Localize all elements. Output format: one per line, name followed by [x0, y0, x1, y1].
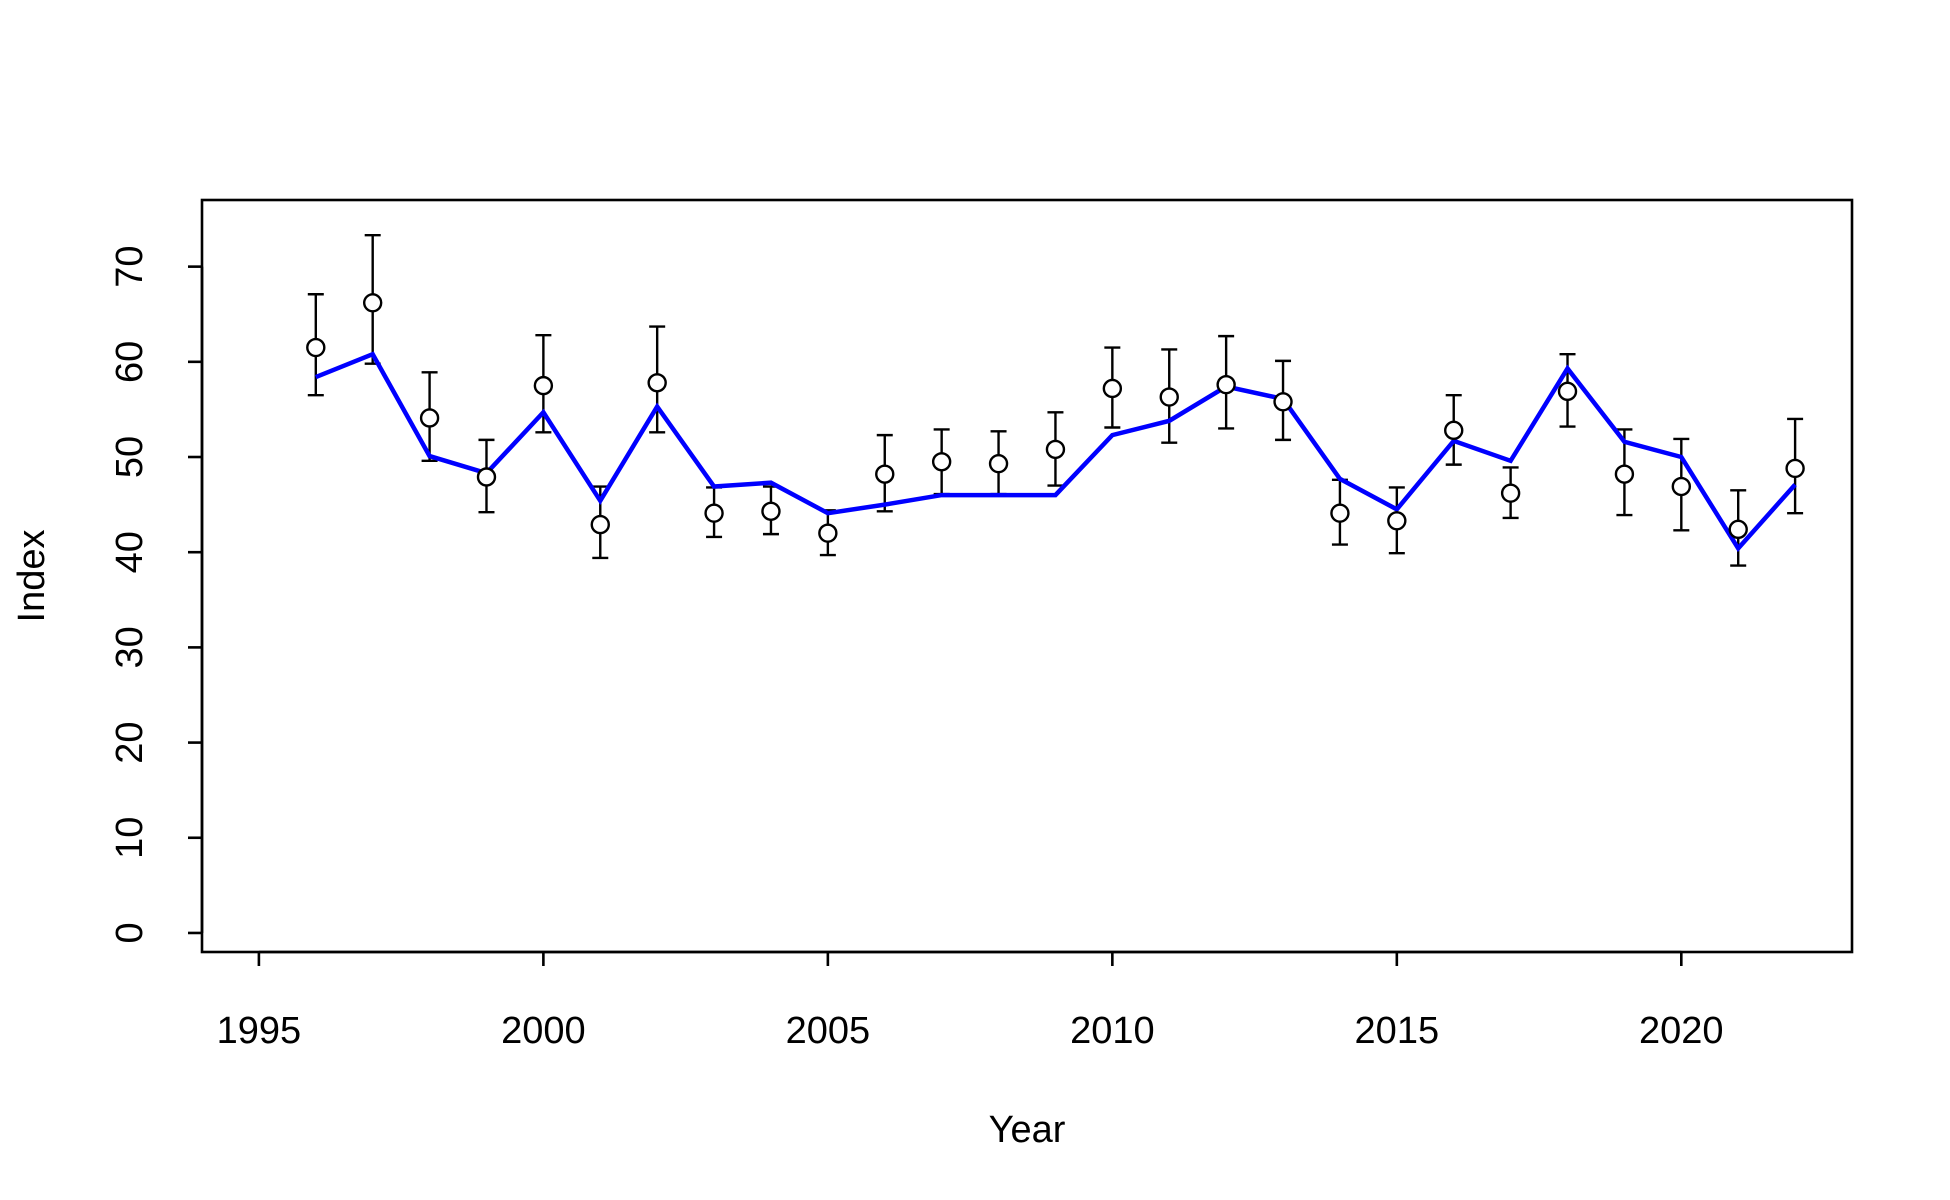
data-point	[476, 467, 497, 487]
data-point	[647, 373, 667, 393]
x-axis: 1995 2000 2005 2010 2015 2020	[217, 950, 1724, 1052]
y-tick-label: 50	[109, 436, 151, 478]
y-tick-label: 40	[109, 531, 151, 573]
data-point	[704, 503, 724, 523]
fitted-line	[314, 351, 1797, 553]
x-tick-label: 2010	[1070, 1010, 1155, 1052]
data-point	[1614, 464, 1635, 484]
data-point	[1444, 420, 1464, 441]
data-point	[818, 523, 838, 543]
x-tick-label: 2000	[501, 1010, 586, 1052]
fitted-series-line	[314, 351, 1797, 553]
data-point	[761, 501, 781, 521]
data-point	[306, 337, 326, 358]
data-point	[419, 408, 440, 428]
data-point	[1728, 519, 1748, 540]
y-axis-label: Index	[11, 530, 53, 623]
y-tick-label: 60	[109, 341, 151, 383]
x-tick-label: 2005	[786, 1010, 871, 1052]
data-point	[1273, 392, 1293, 412]
x-tick-label: 2020	[1639, 1010, 1724, 1052]
data-point	[1387, 511, 1407, 531]
data-point	[1671, 476, 1692, 497]
x-tick-label: 2015	[1355, 1010, 1440, 1052]
data-point	[362, 293, 383, 313]
y-tick-label: 10	[109, 817, 151, 859]
data-point	[931, 452, 952, 472]
data-point	[1045, 439, 1066, 460]
y-tick-label: 20	[109, 721, 151, 763]
y-tick-label: 0	[109, 922, 151, 943]
data-point	[1159, 387, 1179, 407]
data-point	[1330, 503, 1350, 523]
data-point	[1557, 381, 1578, 402]
data-point	[875, 464, 895, 484]
x-axis-label: Year	[989, 1109, 1066, 1151]
observed-points	[306, 293, 1805, 543]
x-tick-label: 1995	[217, 1010, 302, 1052]
data-point	[1785, 458, 1805, 479]
data-point	[1216, 374, 1236, 395]
plot-frame	[200, 198, 1854, 954]
data-point	[988, 453, 1009, 474]
y-axis: 0 10 20 30 40 50 60 70	[109, 245, 204, 944]
data-point	[590, 514, 610, 535]
data-point	[533, 375, 554, 396]
data-point	[1500, 483, 1521, 503]
y-tick-label: 30	[109, 626, 151, 668]
y-tick-label: 70	[109, 245, 151, 287]
data-point	[1102, 378, 1123, 399]
error-bars	[307, 234, 1804, 567]
